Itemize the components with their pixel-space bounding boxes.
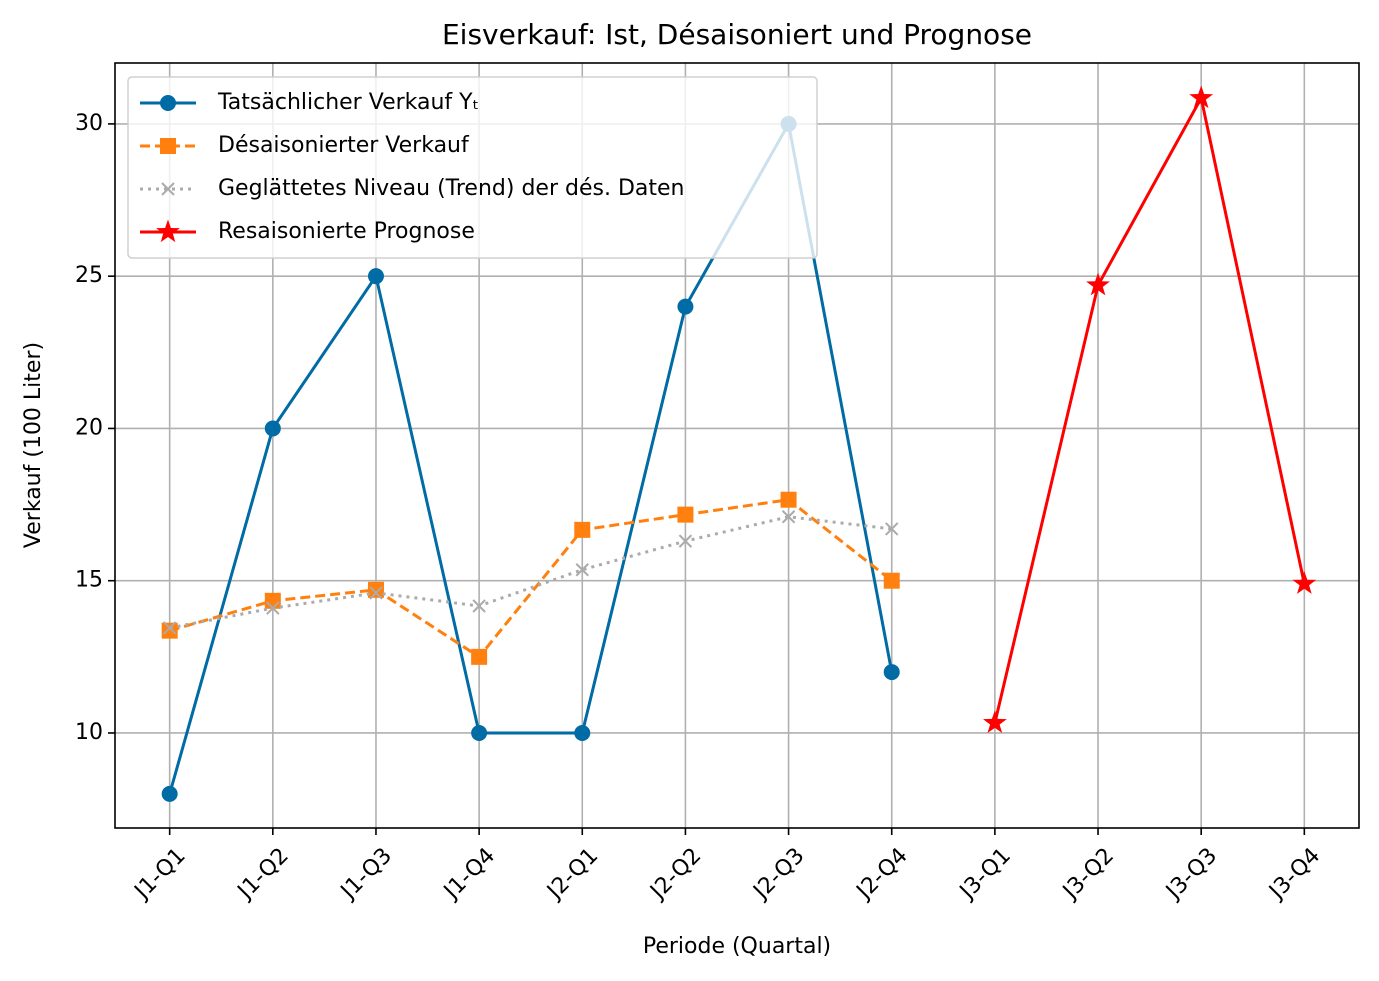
marker <box>369 586 383 600</box>
marker <box>883 664 900 681</box>
y-tick-label: 10 <box>75 720 103 745</box>
marker <box>677 298 694 315</box>
x-axis-label: Periode (Quartal) <box>643 934 831 959</box>
marker <box>266 601 280 615</box>
marker <box>367 581 384 598</box>
series-line <box>169 498 893 659</box>
marker <box>780 491 797 508</box>
legend: Tatsächlicher Verkauf Yₜ Désaisonierter V… <box>127 76 818 259</box>
marker <box>367 268 384 285</box>
marker <box>781 510 796 524</box>
marker <box>156 219 180 243</box>
marker <box>264 420 281 437</box>
marker <box>678 534 693 548</box>
marker <box>471 724 488 741</box>
marker <box>1189 85 1214 109</box>
marker <box>160 95 176 111</box>
marker <box>1086 272 1110 296</box>
y-tick-label: 20 <box>75 415 103 440</box>
legend-label: Geglättetes Niveau (Trend) der dés. Date… <box>218 176 684 201</box>
marker <box>161 182 175 196</box>
legend-label: Désaisonierter Verkauf <box>218 133 470 158</box>
marker <box>677 506 694 523</box>
marker <box>1292 571 1317 594</box>
y-tick-label: 25 <box>75 263 103 288</box>
y-tick-label: 30 <box>75 111 103 136</box>
y-axis-label: Verkauf (100 Liter) <box>21 342 46 548</box>
marker <box>574 724 591 741</box>
legend-box <box>127 76 818 259</box>
marker <box>983 710 1007 733</box>
plot-frame <box>114 62 1360 829</box>
chart-title: Eisverkauf: Ist, Désaisoniert und Progno… <box>442 18 1032 51</box>
legend-label: Resaisonierte Prognose <box>218 219 475 244</box>
series-line <box>993 93 1306 724</box>
series-line <box>169 515 892 630</box>
marker <box>161 785 178 802</box>
marker <box>885 522 899 536</box>
marker <box>471 648 488 665</box>
marker <box>472 599 486 613</box>
y-tick-label: 15 <box>75 568 103 593</box>
marker <box>575 563 589 577</box>
legend-label: Tatsächlicher Verkauf Yₜ <box>217 90 479 115</box>
marker <box>883 572 900 589</box>
marker <box>161 622 178 639</box>
marker <box>160 138 176 154</box>
marker <box>264 592 281 609</box>
marker <box>162 621 177 635</box>
marker <box>574 521 591 538</box>
